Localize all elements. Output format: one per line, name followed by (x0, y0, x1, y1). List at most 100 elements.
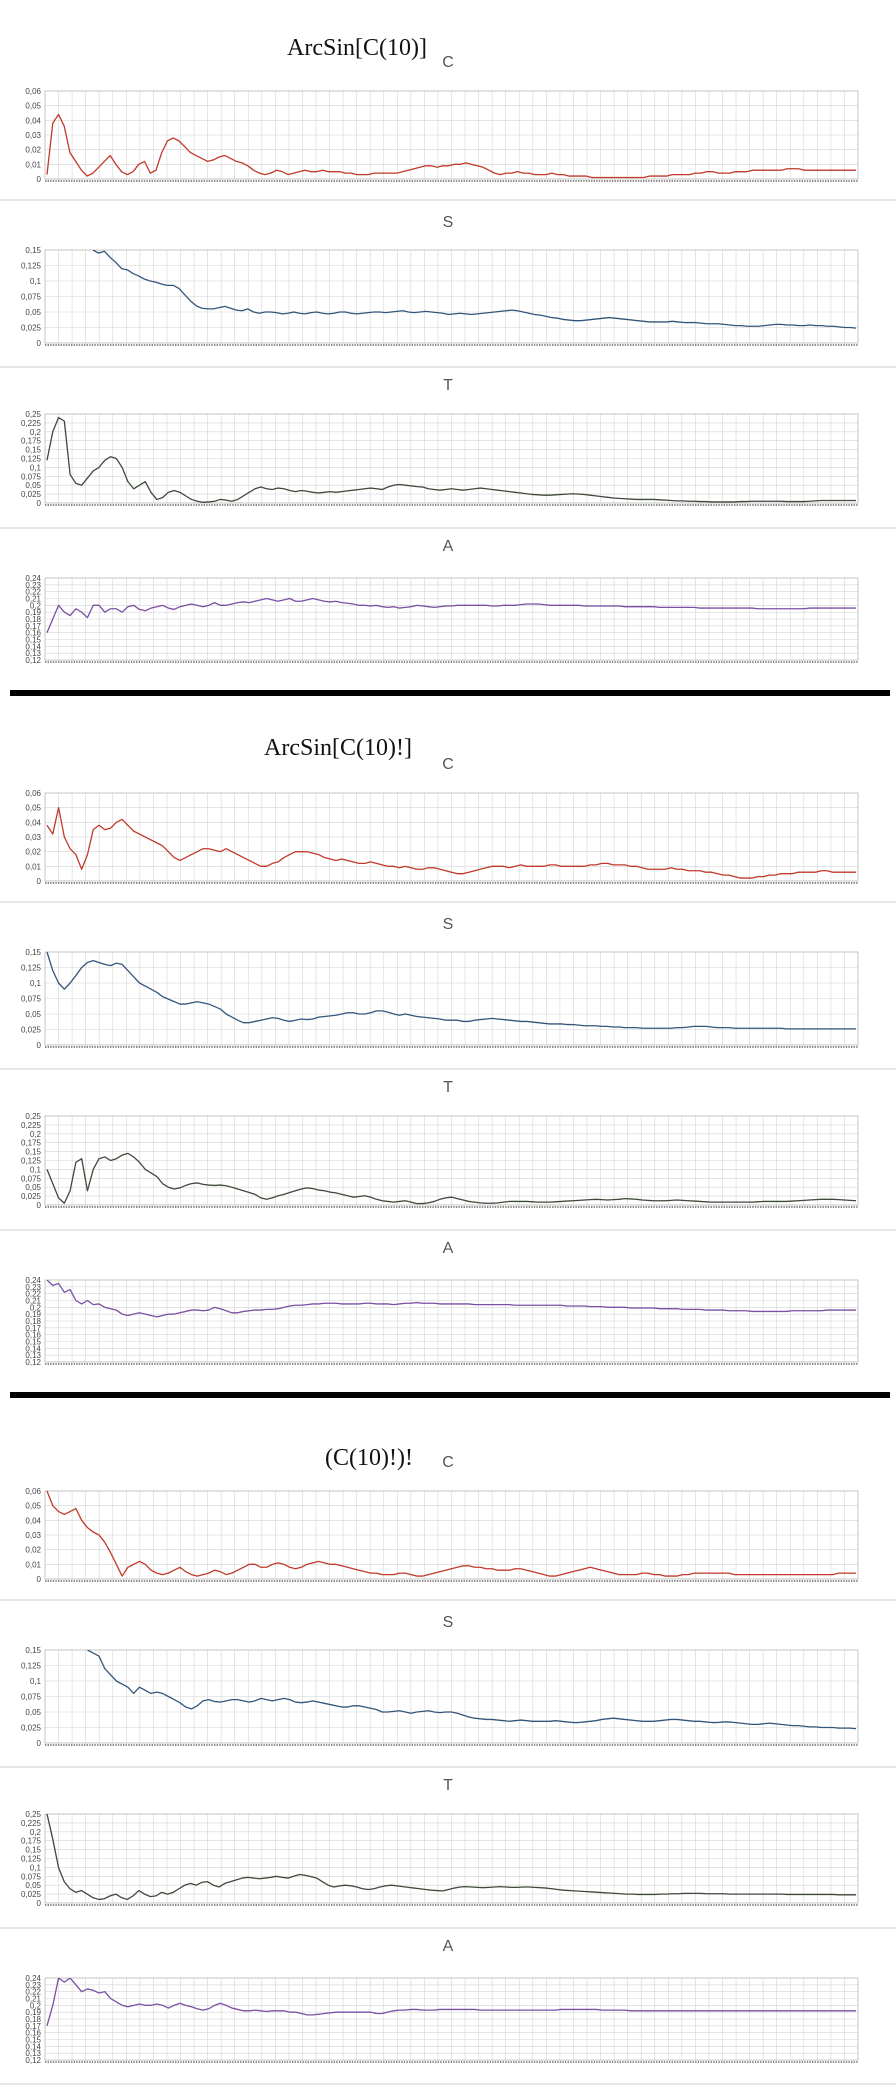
y-tick-label: 0,05 (25, 1708, 41, 1717)
y-tick-label: 0,05 (25, 804, 41, 813)
panel-title: T (443, 1079, 453, 1096)
y-tick-label: 0,01 (25, 160, 41, 169)
y-tick-label: 0,075 (21, 293, 42, 302)
panel-title: C (442, 756, 454, 773)
plot-frame (44, 792, 859, 882)
plot-frame (44, 1115, 859, 1206)
y-tick-label: 0,125 (21, 1855, 42, 1864)
y-tick-label: 0 (37, 877, 42, 886)
y-tick-label: 0,2 (30, 1828, 42, 1837)
panel-title: S (443, 916, 454, 933)
panel-title: T (443, 377, 453, 394)
panel-title: S (443, 1614, 454, 1631)
y-tick-label: 0,06 (25, 1487, 41, 1496)
y-tick-label: 0,15 (25, 446, 41, 455)
y-tick-label: 0,18 (25, 1317, 41, 1326)
y-tick-label: 0,125 (21, 1157, 42, 1166)
y-tick-label: 0,14 (25, 1344, 41, 1353)
y-tick-label: 0,125 (21, 455, 42, 464)
y-tick-label: 0,025 (21, 490, 42, 499)
y-tick-label: 0,025 (21, 1890, 42, 1899)
series-line-s (92, 250, 857, 329)
plot-frame (44, 1977, 859, 2061)
panel-a: A 0,120,130,140,150,160,170,180,190,20,21… (25, 1938, 859, 2065)
chart-group-2: ArcSin[C(10)!] C 0 0,01 0,02 0,03 0,04 0,05 0,06… (0, 735, 896, 1398)
panel-title: C (442, 1454, 454, 1471)
plot-frame (44, 413, 859, 504)
y-tick-label: 0,175 (21, 1837, 42, 1846)
y-tick-label: 0,125 (21, 262, 42, 271)
y-tick-label: 0,2 (30, 428, 42, 437)
y-tick-label: 0,01 (25, 862, 41, 871)
y-tick-label: 0,1 (30, 463, 42, 472)
panel-t: T 00,0250,050,0750,10,1250,150,1750,20,22… (0, 377, 896, 529)
series-line-c (46, 113, 856, 179)
series-line-a (46, 597, 856, 633)
plot-frame (44, 1279, 859, 1363)
plot-frame (44, 1649, 859, 1744)
plot-frame (44, 1490, 859, 1580)
y-tick-label: 0,12 (25, 656, 41, 665)
panel-title: A (443, 1938, 454, 1955)
y-tick-label: 0,04 (25, 116, 41, 125)
y-tick-label: 0,22 (25, 1290, 41, 1299)
y-tick-label: 0,04 (25, 818, 41, 827)
y-tick-label: 0,03 (25, 1531, 41, 1540)
y-tick-label: 0,17 (25, 622, 41, 631)
y-tick-label: 0,04 (25, 1516, 41, 1525)
panel-t: T 00,0250,050,0750,10,1250,150,1750,20,22… (0, 1777, 896, 1929)
y-tick-label: 0,1 (30, 277, 42, 286)
y-tick-label: 0,075 (21, 995, 42, 1004)
y-tick-label: 0 (37, 499, 42, 508)
y-tick-label: 0,19 (25, 1310, 41, 1319)
y-tick-label: 0,025 (21, 324, 42, 333)
panel-s: S 0 0,025 0,05 0,075 0,1 0,125 0,15 (0, 1614, 896, 1768)
y-tick-label: 0,12 (25, 2056, 41, 2065)
y-tick-label: 0,19 (25, 608, 41, 617)
y-tick-label: 0,15 (25, 1148, 41, 1157)
y-tick-label: 0,19 (25, 2008, 41, 2017)
y-tick-label: 0,06 (25, 789, 41, 798)
y-tick-label: 0,025 (21, 1192, 42, 1201)
y-tick-label: 0 (37, 1041, 42, 1050)
y-tick-label: 0,22 (25, 1988, 41, 1997)
y-tick-label: 0,03 (25, 833, 41, 842)
y-tick-label: 0 (37, 339, 42, 348)
y-tick-label: 0,2 (30, 1303, 42, 1312)
chart-group-1: ArcSin[C(10)] C 0 0,01 0,02 0,03 0,04 0,05 0,06 S… (0, 35, 896, 696)
y-tick-label: 0,18 (25, 615, 41, 624)
y-tick-label: 0,075 (21, 1872, 42, 1881)
y-tick-label: 0,2 (30, 1130, 42, 1139)
y-tick-label: 0,2 (30, 601, 42, 610)
y-tick-label: 0,125 (21, 964, 42, 973)
series-line-t (46, 416, 856, 503)
y-tick-label: 0,05 (25, 1502, 41, 1511)
y-tick-label: 0,05 (25, 102, 41, 111)
y-tick-label: 0,23 (25, 1283, 41, 1292)
y-tick-label: 0,175 (21, 1139, 42, 1148)
y-tick-label: 0,13 (25, 1351, 41, 1360)
y-tick-label: 0,24 (25, 1974, 41, 1983)
y-tick-label: 0,02 (25, 146, 41, 155)
y-tick-label: 0,25 (25, 1810, 41, 1819)
y-tick-label: 0,06 (25, 87, 41, 96)
series-line-a (46, 1280, 856, 1318)
series-line-t (46, 1814, 856, 1901)
y-tick-label: 0,225 (21, 1819, 42, 1828)
panel-a: A 0,120,130,140,150,160,170,180,190,20,21… (25, 1240, 859, 1367)
y-tick-label: 0,16 (25, 2029, 41, 2038)
y-tick-label: 0,24 (25, 574, 41, 583)
y-tick-label: 0,15 (25, 1338, 41, 1347)
y-tick-label: 0,13 (25, 649, 41, 658)
y-tick-label: 0,12 (25, 1358, 41, 1367)
y-tick-label: 0,14 (25, 2042, 41, 2051)
y-tick-label: 0,21 (25, 1297, 41, 1306)
y-tick-label: 0,175 (21, 437, 42, 446)
y-tick-label: 0,24 (25, 1276, 41, 1285)
panel-a: A 0,120,130,140,150,160,170,180,190,20,21… (25, 538, 859, 665)
series-line-a (46, 1978, 856, 2027)
y-tick-label: 0,15 (25, 636, 41, 645)
panel-t: T 00,0250,050,0750,10,1250,150,1750,20,22… (0, 1079, 896, 1231)
